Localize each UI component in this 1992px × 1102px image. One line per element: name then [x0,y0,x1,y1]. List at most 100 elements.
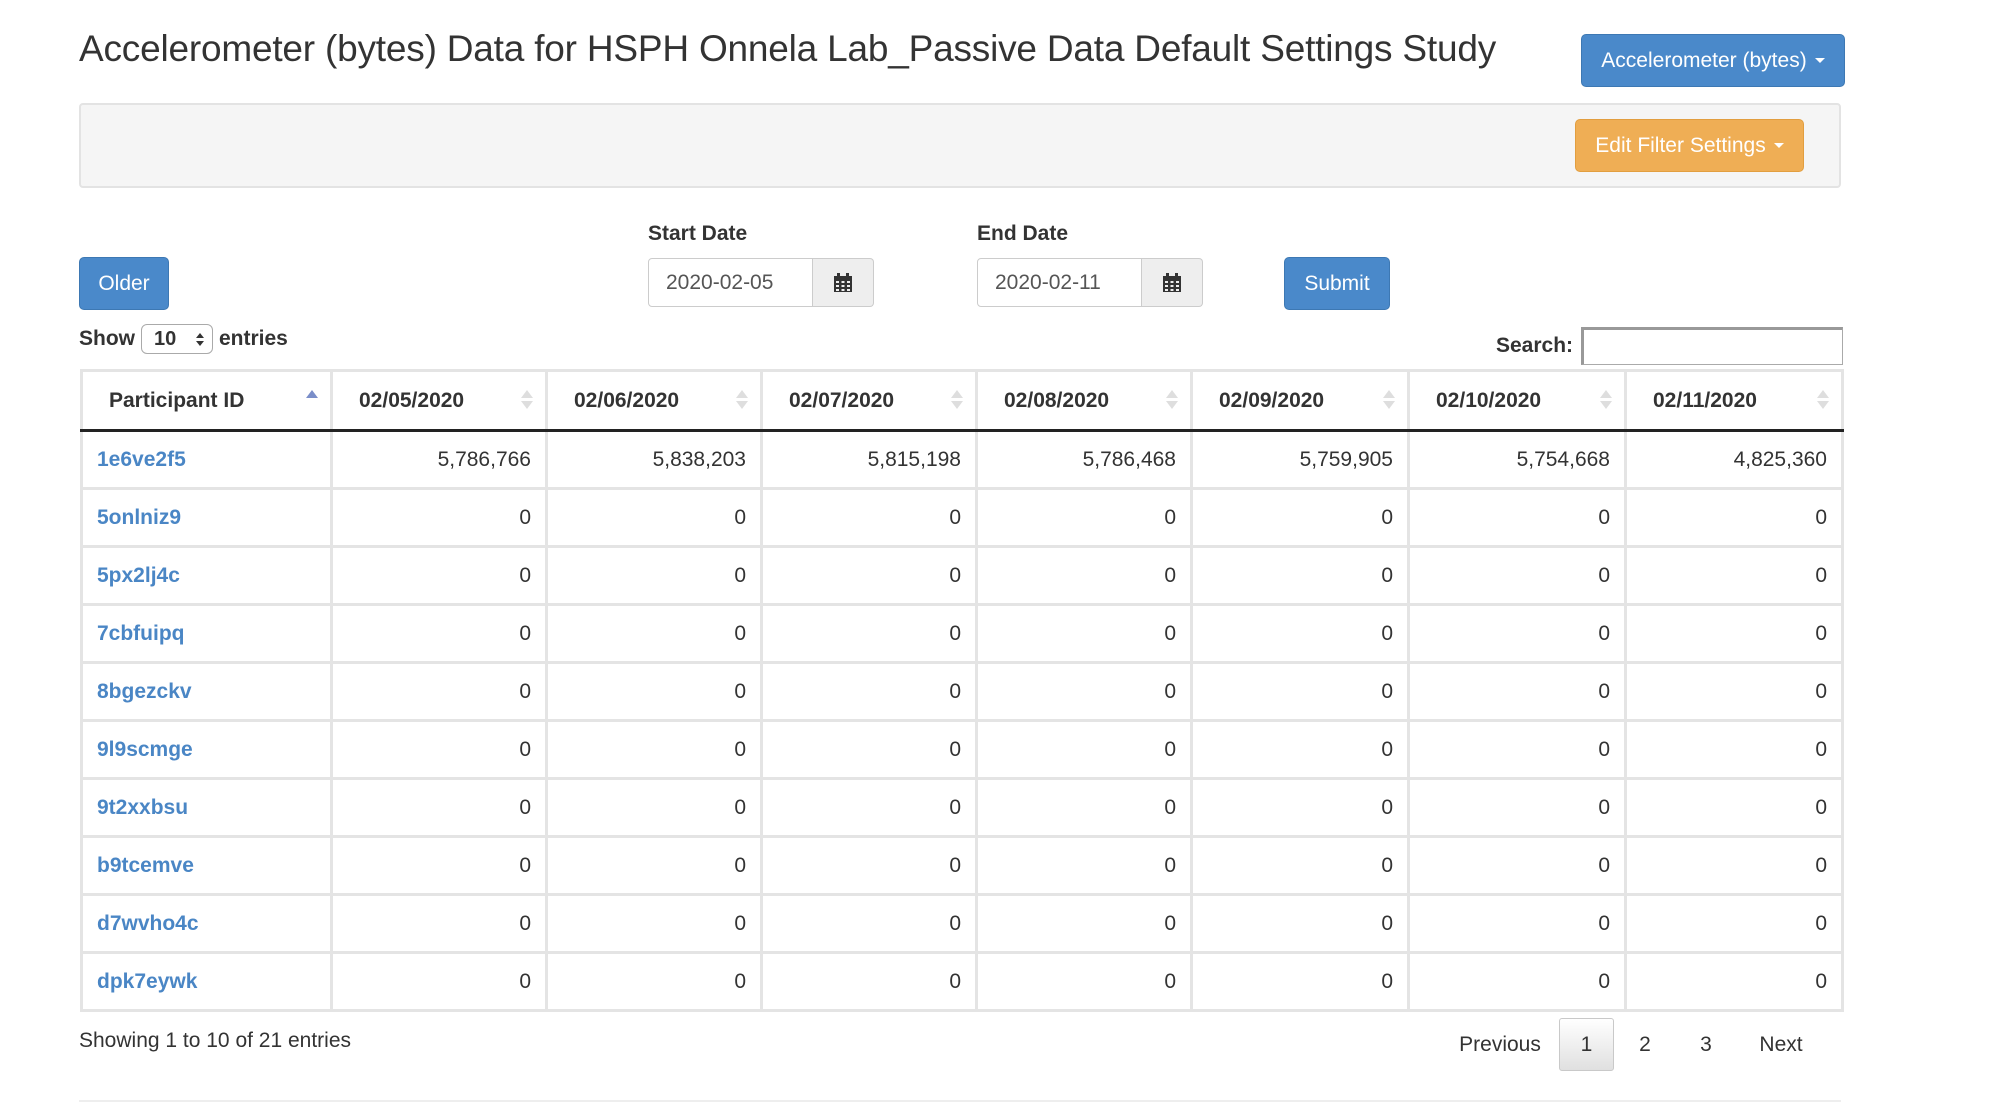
page-1-button[interactable]: 1 [1559,1018,1614,1071]
table-cell: 0 [545,951,763,1012]
participant-id-link[interactable]: 1e6ve2f5 [80,429,333,490]
page-3-button[interactable]: 3 [1700,1032,1712,1056]
table-cell: 0 [1624,951,1844,1012]
participant-id-link[interactable]: d7wvho4c [80,893,333,954]
table-cell: 0 [1407,545,1627,606]
table-cell: 0 [545,777,763,838]
table-cell: 0 [760,835,978,896]
search-input[interactable] [1581,327,1844,365]
table-row: 9t2xxbsu 0 0 0 0 0 0 0 [80,777,1844,838]
column-header[interactable]: 02/11/2020 [1624,369,1844,432]
table-cell: 5,786,766 [330,429,548,490]
previous-page-button[interactable]: Previous [1459,1032,1541,1056]
table-cell: 0 [975,951,1193,1012]
column-header[interactable]: 02/10/2020 [1407,369,1627,432]
participant-id-link[interactable]: dpk7eywk [80,951,333,1012]
table-cell: 0 [1190,777,1410,838]
start-date-calendar-button[interactable] [813,258,874,307]
column-header[interactable]: 02/07/2020 [760,369,978,432]
table-cell: 0 [1190,487,1410,548]
end-date-calendar-button[interactable] [1142,258,1203,307]
table-cell: 0 [1624,603,1844,664]
column-header[interactable]: 02/06/2020 [545,369,763,432]
column-header[interactable]: Participant ID [80,369,333,432]
table-cell: 0 [1190,545,1410,606]
older-button[interactable]: Older [79,257,169,310]
caret-down-icon [1773,143,1784,148]
submit-button[interactable]: Submit [1284,257,1390,310]
table-cell: 0 [760,893,978,954]
table-cell: 0 [760,545,978,606]
table-cell: 0 [545,603,763,664]
table-cell: 0 [975,661,1193,722]
sort-icon [1166,390,1178,409]
participant-id-link[interactable]: 5px2lj4c [80,545,333,606]
column-header[interactable]: 02/05/2020 [330,369,548,432]
table-cell: 0 [330,835,548,896]
next-page-button[interactable]: Next [1759,1032,1803,1056]
data-table: Participant ID 02/05/2020 02/06/2020 02/… [80,369,1844,1012]
table-cell: 0 [1190,835,1410,896]
start-date-input[interactable]: 2020-02-05 [648,258,813,307]
table-cell: 0 [330,777,548,838]
table-cell: 0 [760,603,978,664]
table-cell: 0 [1190,951,1410,1012]
participant-id-link[interactable]: 9t2xxbsu [80,777,333,838]
select-spinner-icon [196,332,204,346]
sort-icon [1600,390,1612,409]
divider [79,1100,1841,1102]
table-cell: 0 [1624,777,1844,838]
table-cell: 0 [975,835,1193,896]
table-row: 7cbfuipq 0 0 0 0 0 0 0 [80,603,1844,664]
table-cell: 0 [1407,487,1627,548]
participant-id-link[interactable]: b9tcemve [80,835,333,896]
participant-id-link[interactable]: 7cbfuipq [80,603,333,664]
column-header[interactable]: 02/08/2020 [975,369,1193,432]
edit-filter-settings-button[interactable]: Edit Filter Settings [1575,119,1804,172]
table-cell: 0 [1624,835,1844,896]
sort-icon [521,390,533,409]
table-body: 1e6ve2f5 5,786,766 5,838,203 5,815,198 5,786… [80,429,1844,1012]
table-cell: 0 [330,719,548,780]
table-cell: 0 [1624,661,1844,722]
page-2-button[interactable]: 2 [1639,1032,1651,1056]
table-cell: 0 [1624,893,1844,954]
table-row: 9l9scmge 0 0 0 0 0 0 0 [80,719,1844,780]
table-cell: 0 [330,951,548,1012]
data-type-dropdown[interactable]: Accelerometer (bytes) [1581,34,1845,87]
end-date-group: 2020-02-11 [977,258,1203,307]
table-cell: 0 [330,487,548,548]
table-cell: 4,825,360 [1624,429,1844,490]
sort-icon [736,390,748,409]
end-date-input[interactable]: 2020-02-11 [977,258,1142,307]
table-cell: 0 [760,777,978,838]
table-cell: 0 [1190,893,1410,954]
page-title: Accelerometer (bytes) Data for HSPH Onne… [79,28,1497,69]
table-cell: 0 [1624,487,1844,548]
table-cell: 0 [545,661,763,722]
table-row: d7wvho4c 0 0 0 0 0 0 0 [80,893,1844,954]
caret-down-icon [1814,58,1825,63]
page-length-value: 10 [154,327,177,350]
table-cell: 5,838,203 [545,429,763,490]
table-cell: 0 [760,719,978,780]
sort-icon [1817,390,1829,409]
filter-panel [79,103,1841,188]
page-length-control: Show 10 entries [79,324,288,354]
table-cell: 0 [975,893,1193,954]
table-cell: 5,815,198 [760,429,978,490]
table-cell: 0 [330,603,548,664]
sort-icon [951,390,963,409]
table-row: dpk7eywk 0 0 0 0 0 0 0 [80,951,1844,1012]
participant-id-link[interactable]: 5onlniz9 [80,487,333,548]
calendar-icon [834,272,852,292]
entries-label: entries [219,327,288,350]
calendar-icon [1163,272,1181,292]
table-header-row: Participant ID 02/05/2020 02/06/2020 02/… [80,369,1844,432]
participant-id-link[interactable]: 9l9scmge [80,719,333,780]
participant-id-link[interactable]: 8bgezckv [80,661,333,722]
page-length-select[interactable]: 10 [141,324,213,354]
table-cell: 0 [1407,719,1627,780]
column-header[interactable]: 02/09/2020 [1190,369,1410,432]
table-cell: 0 [330,545,548,606]
